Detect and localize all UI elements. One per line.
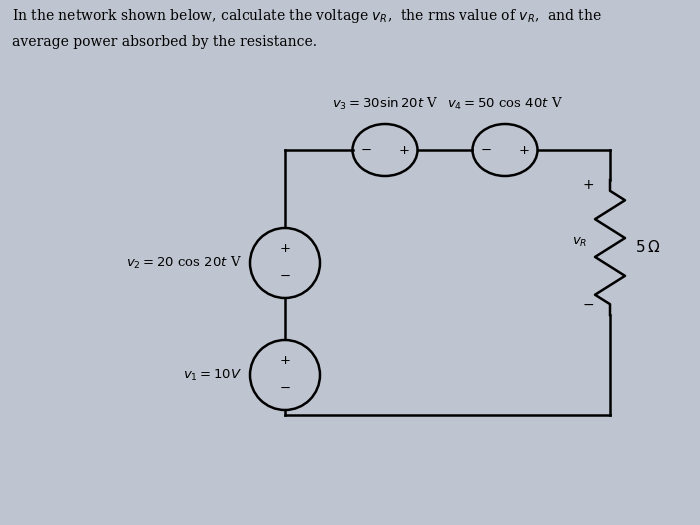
- Text: +: +: [279, 243, 290, 256]
- Text: −: −: [480, 143, 491, 156]
- Text: average power absorbed by the resistance.: average power absorbed by the resistance…: [12, 35, 317, 49]
- Text: −: −: [582, 298, 594, 312]
- Text: +: +: [398, 143, 409, 156]
- Text: −: −: [360, 143, 372, 156]
- Text: $v_4 = 50$ cos $40t$ V: $v_4 = 50$ cos $40t$ V: [447, 96, 563, 112]
- Text: $v_R$: $v_R$: [573, 236, 588, 249]
- Text: +: +: [582, 178, 594, 192]
- Text: $v_3 = 30\sin 20t$ V: $v_3 = 30\sin 20t$ V: [332, 96, 438, 112]
- Text: −: −: [279, 269, 290, 282]
- Text: $5\,\Omega$: $5\,\Omega$: [635, 239, 660, 256]
- Circle shape: [250, 228, 320, 298]
- Circle shape: [250, 340, 320, 410]
- Text: $v_1 = 10V$: $v_1 = 10V$: [183, 368, 242, 383]
- Text: $v_2 = 20$ cos $20t$ V: $v_2 = 20$ cos $20t$ V: [126, 255, 242, 271]
- Text: +: +: [519, 143, 529, 156]
- Text: −: −: [279, 382, 290, 394]
- Text: In the network shown below, calculate the voltage $v_R$,  the rms value of $v_R$: In the network shown below, calculate th…: [12, 7, 602, 25]
- Text: +: +: [279, 354, 290, 367]
